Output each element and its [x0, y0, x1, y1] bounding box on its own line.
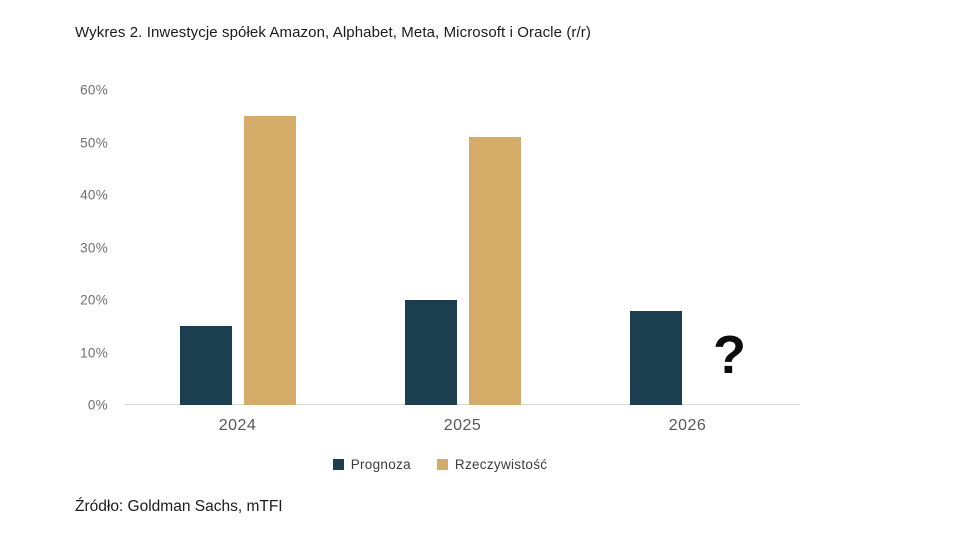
x-tick-label-2026: 2026 [668, 417, 707, 434]
legend-swatch-prognoza [332, 459, 344, 470]
legend-swatch-rzeczywistosc [436, 459, 448, 470]
y-tick-label-60: 60% [80, 82, 108, 98]
plot-area: 2024 2025 2026? [125, 90, 800, 434]
x-axis-line [125, 404, 800, 405]
x-tick-label-2024: 2024 [218, 417, 257, 434]
y-tick-label-20: 20% [80, 292, 108, 308]
y-tick-label-50: 50% [80, 135, 108, 150]
legend-item-rzeczywistosc: Rzeczywistość [436, 457, 548, 472]
y-tick-label-0: 0% [87, 397, 108, 413]
y-tick-label-10: 10% [80, 345, 108, 360]
bar-prognoza-2025 [404, 300, 457, 405]
y-tick-label-40: 40% [80, 187, 108, 203]
y-axis: 0% 10% 20% 30% 40% 50% 60% [0, 83, 108, 413]
legend-item-prognoza: Prognoza [332, 457, 411, 472]
chart-title: Wykres 2. Inwestycje spółek Amazon, Alph… [75, 24, 591, 41]
source-note: Źródło: Goldman Sachs, mTFI [75, 498, 283, 515]
x-tick-label-2025: 2025 [443, 417, 482, 434]
bar-rzeczywistosc-2025 [468, 137, 521, 405]
missing-value-question-mark: ? [713, 325, 746, 386]
legend-label-prognoza: Prognoza [350, 457, 411, 472]
legend-label-rzeczywistosc: Rzeczywistość [454, 457, 548, 472]
bar-prognoza-2024 [179, 326, 232, 405]
y-tick-label-30: 30% [80, 240, 108, 255]
bar-rzeczywistosc-2024 [243, 116, 296, 405]
bar-prognoza-2026 [629, 310, 682, 405]
chart-legend: Prognoza Rzeczywistość [0, 457, 880, 472]
